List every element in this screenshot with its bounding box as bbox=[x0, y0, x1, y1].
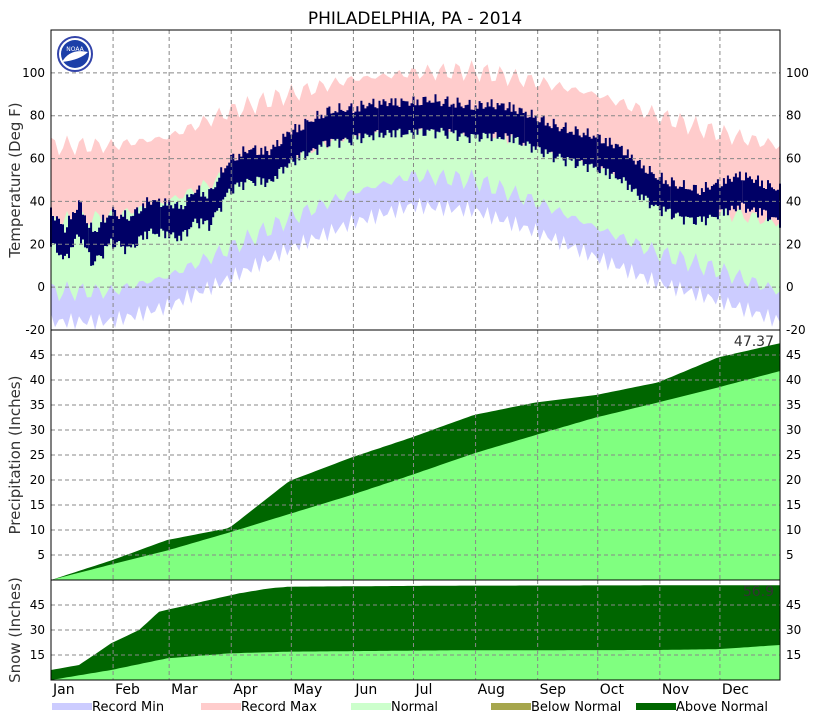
month-label-jan: Jan bbox=[52, 682, 75, 698]
precip-ytick-right: 40 bbox=[786, 373, 801, 387]
snow-ytick-left: 30 bbox=[30, 623, 45, 637]
legend-swatch-record-max bbox=[201, 703, 241, 710]
legend-swatch-record-min bbox=[52, 703, 92, 710]
temp-ytick-right: 40 bbox=[786, 194, 801, 208]
month-axis: Jan Feb Mar Apr May Jun Jul Aug Sep Oct Nov Dec bbox=[52, 682, 749, 698]
month-label-nov: Nov bbox=[662, 682, 689, 698]
snow-ytick-right: 15 bbox=[786, 648, 801, 662]
precip-ytick-left: 40 bbox=[30, 373, 45, 387]
temperature-panel: -20 -20 0 0 20 20 40 40 60 60 80 80 100 100 Temperatur… bbox=[6, 29, 809, 337]
month-label-jul: Jul bbox=[414, 682, 432, 698]
temp-ytick-left: -20 bbox=[25, 323, 45, 337]
precip-ytick-left: 30 bbox=[30, 423, 45, 437]
precip-ytick-right: 45 bbox=[786, 348, 801, 362]
temp-ytick-left: 60 bbox=[30, 152, 45, 166]
temp-ytick-right: 60 bbox=[786, 152, 801, 166]
precipitation-panel: 5 5 10 10 15 15 20 20 25 25 30 30 35 35 40 40 45 45 Precip… bbox=[6, 329, 801, 581]
legend-label-record-max: Record Max bbox=[241, 700, 317, 715]
temp-ytick-left: 100 bbox=[22, 66, 45, 80]
month-label-mar: Mar bbox=[171, 682, 198, 698]
chart-title: PHILADELPHIA, PA - 2014 bbox=[308, 9, 522, 29]
snow-ytick-right: 30 bbox=[786, 623, 801, 637]
month-label-may: May bbox=[293, 682, 322, 698]
month-label-apr: Apr bbox=[233, 682, 257, 698]
logo-text: NOAA bbox=[66, 46, 84, 53]
temp-ytick-right: 0 bbox=[786, 280, 794, 294]
precip-ytick-right: 25 bbox=[786, 448, 801, 462]
month-label-jun: Jun bbox=[354, 682, 377, 698]
snow-axis-label: Snow (Inches) bbox=[6, 577, 24, 683]
legend: Record Min Record Max Normal Below Normal Ab… bbox=[52, 700, 768, 715]
legend-swatch-above-normal bbox=[636, 703, 676, 710]
precip-ytick-right: 10 bbox=[786, 523, 801, 537]
precip-ytick-left: 20 bbox=[30, 473, 45, 487]
snow-frame bbox=[50, 579, 781, 681]
snow-ytick-right: 45 bbox=[786, 598, 801, 612]
temp-ytick-left: 40 bbox=[30, 194, 45, 208]
precip-ytick-right: 20 bbox=[786, 473, 801, 487]
precip-ytick-right: 35 bbox=[786, 398, 801, 412]
precip-axis-label: Precipitation (Inches) bbox=[6, 376, 24, 535]
month-label-feb: Feb bbox=[115, 682, 140, 698]
snow-panel: 15 15 30 30 45 45 Snow (Inches) 56.9 bbox=[6, 577, 801, 683]
legend-label-record-min: Record Min bbox=[92, 700, 164, 715]
temp-ytick-right: 80 bbox=[786, 109, 801, 123]
precip-ytick-left: 25 bbox=[30, 448, 45, 462]
precip-ytick-left: 35 bbox=[30, 398, 45, 412]
snow-ytick-left: 15 bbox=[30, 648, 45, 662]
precip-ytick-right: 15 bbox=[786, 498, 801, 512]
precip-ytick-left: 10 bbox=[30, 523, 45, 537]
precip-ytick-right: 5 bbox=[786, 548, 794, 562]
temp-ytick-right: 20 bbox=[786, 237, 801, 251]
month-label-dec: Dec bbox=[722, 682, 749, 698]
precip-ytick-right: 30 bbox=[786, 423, 801, 437]
month-label-oct: Oct bbox=[600, 682, 625, 698]
precip-total-label: 47.37 bbox=[734, 334, 774, 350]
temp-ytick-left: 80 bbox=[30, 109, 45, 123]
temp-ytick-left: 0 bbox=[37, 280, 45, 294]
month-label-aug: Aug bbox=[478, 682, 505, 698]
temp-ytick-left: 20 bbox=[30, 237, 45, 251]
legend-swatch-below-normal bbox=[491, 703, 531, 710]
precip-ytick-left: 45 bbox=[30, 348, 45, 362]
snow-total-label: 56.9 bbox=[743, 584, 774, 600]
temp-ytick-right: -20 bbox=[786, 323, 806, 337]
temp-ytick-right: 100 bbox=[786, 66, 809, 80]
legend-label-below-normal: Below Normal bbox=[531, 700, 621, 715]
month-label-sep: Sep bbox=[540, 682, 567, 698]
legend-swatch-normal bbox=[351, 703, 391, 710]
snow-ytick-left: 45 bbox=[30, 598, 45, 612]
noaa-logo-icon: NOAA bbox=[57, 36, 93, 72]
precip-ytick-left: 15 bbox=[30, 498, 45, 512]
temp-axis-label: Temperature (Deg F) bbox=[6, 102, 24, 258]
precip-ytick-left: 5 bbox=[37, 548, 45, 562]
legend-label-normal: Normal bbox=[391, 700, 438, 715]
legend-label-above-normal: Above Normal bbox=[676, 700, 768, 715]
